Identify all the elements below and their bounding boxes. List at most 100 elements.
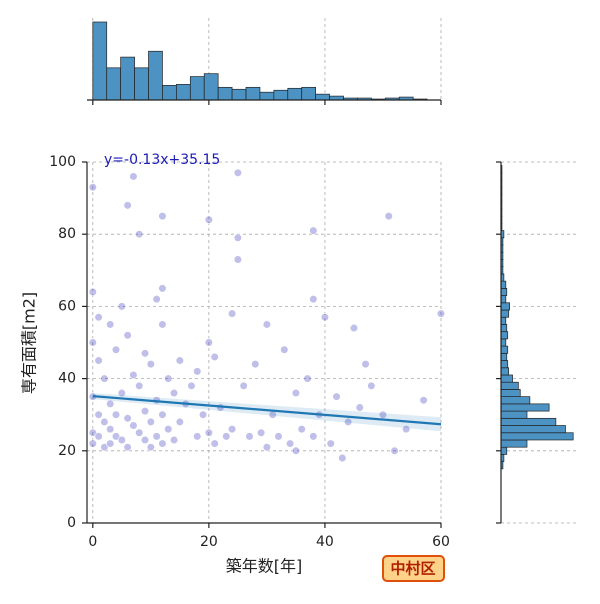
top-hist-bar: [92, 21, 108, 101]
y-tick-label: 40: [58, 371, 76, 387]
point: [193, 432, 202, 441]
right-hist-bar: [500, 309, 510, 318]
right-hist-bar: [500, 432, 574, 441]
point: [135, 230, 144, 239]
point: [286, 439, 295, 448]
point: [233, 255, 242, 264]
right-hist-bar: [500, 338, 507, 347]
point: [367, 381, 376, 390]
point: [129, 370, 138, 380]
right-hist-bar: [500, 374, 513, 383]
point: [88, 439, 97, 448]
point: [117, 388, 126, 398]
point: [291, 446, 301, 455]
point: [309, 226, 318, 235]
point: [129, 421, 138, 430]
right-hist-bar: [500, 302, 511, 311]
point: [106, 320, 115, 329]
top-hist-bar: [301, 86, 316, 101]
top-hist-bar: [120, 56, 135, 101]
point: [355, 403, 364, 412]
point: [280, 345, 289, 354]
point: [193, 367, 202, 376]
right-hist-bar: [500, 295, 507, 304]
top-hist-bar: [203, 73, 219, 101]
point: [152, 295, 161, 304]
y-tick-label: 60: [58, 298, 76, 314]
point: [88, 428, 97, 437]
point: [309, 295, 318, 304]
right-hist-bar: [500, 367, 510, 376]
point: [164, 374, 173, 383]
point: [158, 284, 167, 293]
point: [100, 443, 109, 452]
top-hist-bar: [245, 86, 261, 101]
point: [297, 425, 306, 434]
right-hist-bar: [500, 360, 509, 369]
point: [349, 323, 359, 333]
point: [204, 215, 213, 224]
x-tick-label: 20: [200, 534, 218, 550]
point: [100, 417, 109, 427]
point: [344, 417, 353, 427]
top-hist-bar: [134, 67, 149, 101]
y-tick-label: 0: [67, 515, 76, 531]
point: [158, 320, 167, 329]
point: [111, 345, 121, 354]
top-hist-bar: [273, 89, 289, 101]
top-hist-bar: [231, 88, 247, 101]
point: [204, 338, 213, 347]
right-hist-bar: [500, 389, 521, 397]
point: [198, 410, 208, 419]
right-hist-bar: [500, 417, 557, 426]
point: [390, 446, 399, 455]
point: [245, 432, 254, 441]
point: [123, 443, 132, 452]
right-hist-bar: [500, 288, 508, 296]
point: [123, 331, 132, 340]
point: [135, 381, 144, 390]
point: [326, 439, 335, 448]
point: [436, 309, 446, 318]
point: [123, 414, 132, 423]
point: [140, 349, 150, 358]
point: [320, 313, 330, 322]
point: [384, 212, 393, 221]
top-hist-bar: [162, 85, 177, 101]
point: [187, 381, 196, 390]
point: [94, 356, 103, 365]
point: [169, 388, 179, 398]
point: [152, 432, 161, 441]
point: [106, 425, 115, 434]
top-hist-bar: [315, 93, 330, 101]
top-hist-bar: [259, 91, 275, 101]
point: [361, 360, 370, 369]
point: [129, 172, 138, 181]
top-hist-bar: [176, 84, 191, 101]
point: [175, 356, 184, 365]
point: [303, 374, 312, 383]
point: [227, 425, 237, 434]
point: [117, 435, 126, 445]
point: [222, 432, 231, 441]
point: [175, 417, 184, 427]
point: [111, 432, 121, 441]
point: [140, 406, 150, 416]
right-hist-bar: [500, 381, 519, 390]
point: [210, 352, 219, 362]
point: [419, 396, 428, 405]
right-hist-bar: [500, 324, 508, 333]
annotation: y=-0.13x+35.15: [104, 152, 220, 168]
right-hist-bar: [500, 352, 508, 361]
point: [332, 392, 341, 401]
right-hist-bar: [500, 446, 508, 455]
point: [140, 435, 150, 445]
x-tick-label: 60: [432, 534, 450, 550]
point: [338, 453, 347, 463]
point: [94, 410, 103, 419]
point: [158, 212, 167, 221]
right-hist-bar: [500, 410, 528, 419]
top-hist-bar: [106, 67, 122, 101]
point: [164, 425, 173, 434]
point: [233, 233, 242, 242]
